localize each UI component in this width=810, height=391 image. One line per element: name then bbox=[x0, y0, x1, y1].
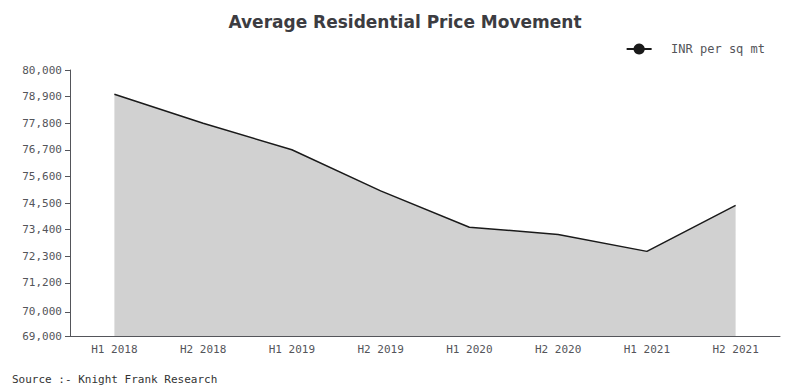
svg-text:71,200: 71,200 bbox=[22, 276, 62, 289]
svg-text:H2 2018: H2 2018 bbox=[180, 343, 226, 356]
svg-text:78,900: 78,900 bbox=[22, 90, 62, 103]
svg-text:77,800: 77,800 bbox=[22, 117, 62, 130]
svg-text:73,400: 73,400 bbox=[22, 223, 62, 236]
svg-text:69,000: 69,000 bbox=[22, 330, 62, 343]
svg-text:H1 2019: H1 2019 bbox=[269, 343, 315, 356]
svg-text:H2 2021: H2 2021 bbox=[712, 343, 758, 356]
svg-text:H1 2020: H1 2020 bbox=[446, 343, 492, 356]
svg-text:H1 2018: H1 2018 bbox=[91, 343, 137, 356]
svg-text:Average Residential Price Move: Average Residential Price Movement bbox=[228, 12, 581, 32]
svg-text:70,000: 70,000 bbox=[22, 305, 62, 318]
svg-text:H1 2021: H1 2021 bbox=[624, 343, 670, 356]
svg-text:H2 2020: H2 2020 bbox=[535, 343, 581, 356]
svg-text:75,600: 75,600 bbox=[22, 170, 62, 183]
svg-text:Source :- Knight Frank Researc: Source :- Knight Frank Research bbox=[12, 373, 217, 386]
svg-text:H2 2019: H2 2019 bbox=[357, 343, 403, 356]
svg-text:INR per sq mt: INR per sq mt bbox=[657, 42, 765, 56]
svg-text:72,300: 72,300 bbox=[22, 250, 62, 263]
svg-text:76,700: 76,700 bbox=[22, 143, 62, 156]
svg-text:80,000: 80,000 bbox=[22, 64, 62, 77]
svg-text:74,500: 74,500 bbox=[22, 197, 62, 210]
